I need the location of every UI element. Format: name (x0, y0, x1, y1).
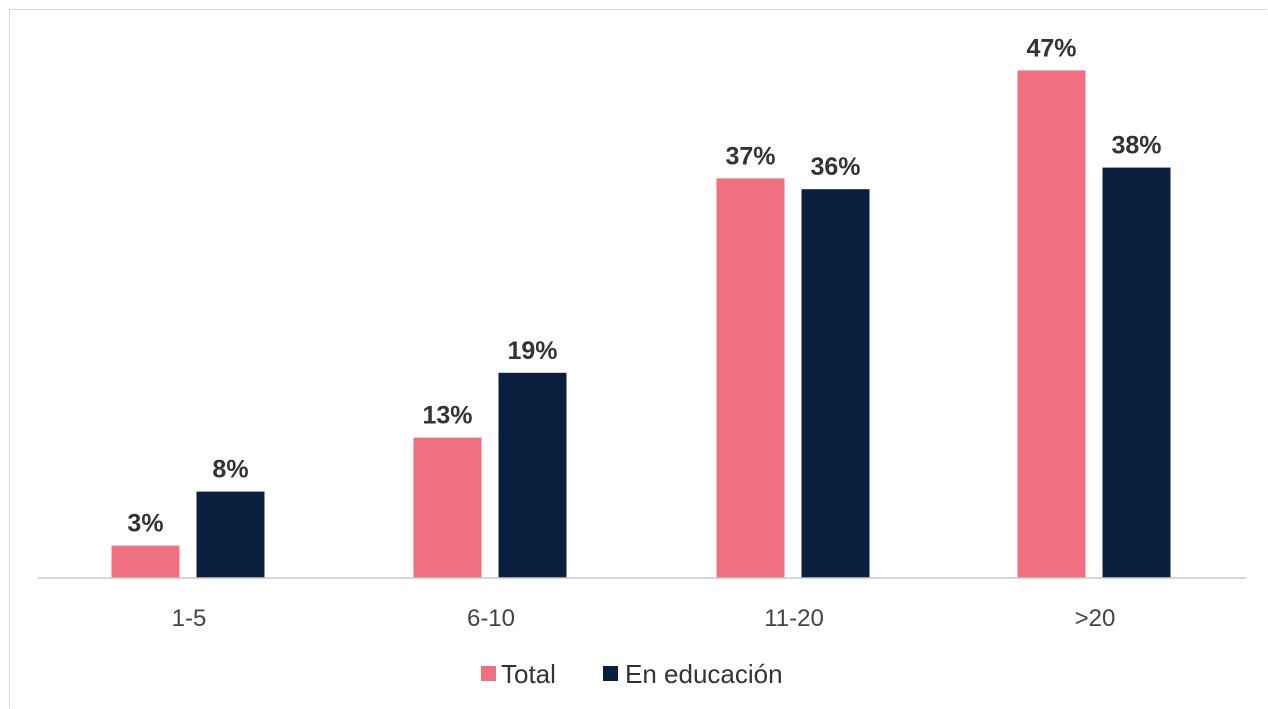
bar-total-2 (413, 437, 482, 578)
x-tick-labels: 1-5 6-10 11-20 >20 (172, 605, 1116, 632)
bar-en-educaci-n-2 (498, 372, 567, 578)
legend-label-en-educaci-n: En educación (625, 659, 783, 689)
bar-total-4 (1017, 70, 1086, 579)
bar-en-educaci-n-4 (1102, 167, 1171, 578)
x-tick-label-1: 1-5 (172, 605, 207, 632)
data-label-total-3: 37% (725, 142, 775, 170)
bar-total-1 (111, 545, 180, 578)
data-label-total-1: 3% (127, 510, 163, 538)
legend-swatch-total (481, 666, 496, 681)
bar-total-3 (716, 178, 785, 578)
data-label-total-4: 47% (1026, 34, 1076, 62)
bar-en-educaci-n-1 (196, 491, 265, 578)
legend-label-total: Total (501, 659, 556, 689)
bars-layer (111, 70, 1171, 579)
bar-en-educaci-n-3 (801, 189, 870, 578)
data-label-total-2: 13% (422, 402, 472, 430)
data-label-en-educaci-n-3: 36% (810, 153, 860, 181)
x-tick-label-4: >20 (1075, 605, 1116, 632)
legend-swatch-en-educaci-n (603, 666, 618, 681)
data-label-en-educaci-n-2: 19% (507, 337, 557, 365)
data-label-en-educaci-n-4: 38% (1111, 132, 1161, 160)
x-tick-label-3: 11-20 (764, 605, 824, 632)
legend: Total En educación (481, 659, 783, 689)
x-tick-label-2: 6-10 (467, 605, 515, 632)
data-label-en-educaci-n-1: 8% (212, 456, 248, 484)
data-labels-layer: 3% 13% 37% 47% 8% 19% 36% 38% (127, 34, 1161, 537)
